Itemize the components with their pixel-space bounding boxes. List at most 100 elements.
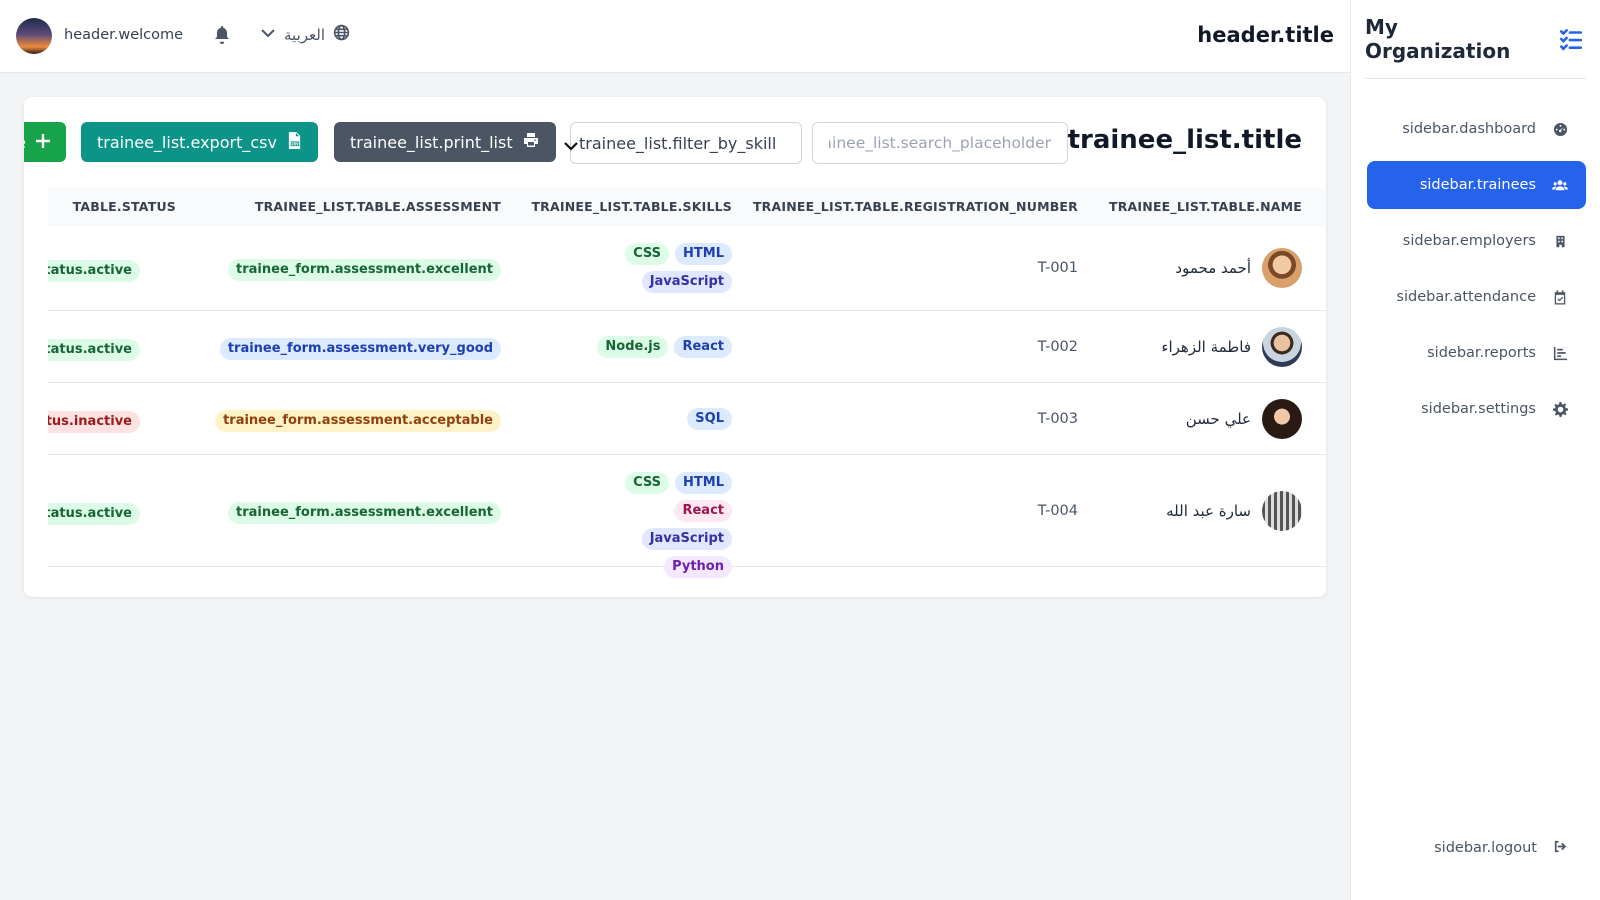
- top-header: header.welcome العربية header.title: [0, 0, 1350, 73]
- building-icon: [1552, 233, 1568, 249]
- checklist-icon: [1558, 26, 1584, 52]
- sidebar-item-label: sidebar.attendance: [1396, 289, 1536, 305]
- sidebar: My Organization sidebar.dashboard sideba…: [1350, 0, 1600, 900]
- chevron-down-icon: [563, 137, 579, 151]
- globe-icon: [333, 24, 350, 45]
- skill-filter-label: trainee_list.filter_by_skill: [579, 133, 777, 153]
- skill-badge: React: [674, 336, 732, 358]
- calendar-check-icon: [1552, 289, 1568, 305]
- status-cell: atus.inactive: [48, 410, 140, 433]
- table-header: TRAINEE_LIST.TABLE.NAME TRAINEE_LIST.TAB…: [48, 187, 1326, 227]
- trainee-avatar: [1262, 399, 1302, 439]
- status-badge: status.active: [48, 503, 140, 525]
- status-badge: status.active: [48, 339, 140, 361]
- skill-badge: JavaScript: [641, 528, 732, 550]
- status-cell: status.active: [48, 259, 140, 282]
- skill-badge: CSS: [625, 472, 670, 494]
- search-input[interactable]: [812, 122, 1068, 164]
- sidebar-item-label: sidebar.employers: [1402, 233, 1536, 249]
- column-header-registration-number[interactable]: TRAINEE_LIST.TABLE.REGISTRATION_NUMBER: [752, 199, 1078, 214]
- header-title: header.title: [1197, 23, 1334, 47]
- skill-badge: HTML: [675, 472, 732, 494]
- skill-badge: SQL: [687, 408, 732, 430]
- trainee-avatar: [1262, 491, 1302, 531]
- sidebar-item-settings[interactable]: sidebar.settings: [1367, 385, 1586, 433]
- assessment-badge: trainee_form.assessment.excellent: [228, 259, 501, 281]
- trainee-name: علي حسن: [1185, 410, 1251, 428]
- language-selector[interactable]: العربية: [260, 24, 350, 45]
- chevron-down-icon: [260, 25, 276, 45]
- skill-badge: HTML: [675, 243, 732, 265]
- welcome-text: header.welcome: [64, 27, 184, 43]
- gear-icon: [1552, 401, 1568, 417]
- registration-number: T-001: [1037, 260, 1078, 276]
- trainee-name: أحمد محمود: [1175, 259, 1251, 277]
- sidebar-nav: sidebar.dashboard sidebar.trainees sideb…: [1367, 105, 1586, 441]
- user-avatar[interactable]: [16, 18, 52, 54]
- skills-list: Node.js React: [572, 336, 732, 358]
- add-trainee-label: nee: [24, 133, 26, 152]
- assessment-badge: trainee_form.assessment.acceptable: [215, 410, 501, 432]
- table-row[interactable]: فاطمة الزهراء T-002 Node.js React traine…: [48, 311, 1326, 383]
- skills-list: SQL: [612, 408, 732, 430]
- print-list-label: trainee_list.print_list: [350, 132, 513, 152]
- skills-list: CSS HTML React JavaScript Python: [582, 472, 732, 578]
- logout-icon: [1553, 839, 1568, 858]
- table-row[interactable]: سارة عبد الله T-004 CSS HTML React JavaS…: [48, 455, 1326, 578]
- print-list-button[interactable]: trainee_list.print_list: [334, 122, 556, 162]
- sidebar-item-label: sidebar.dashboard: [1402, 121, 1536, 137]
- export-csv-button[interactable]: trainee_list.export_csv: [81, 122, 318, 162]
- skill-badge: CSS: [625, 243, 670, 265]
- printer-icon: [523, 132, 539, 152]
- skills-list: CSS HTML JavaScript: [622, 243, 732, 293]
- trainee-name: سارة عبد الله: [1166, 502, 1251, 520]
- table-row[interactable]: أحمد محمود T-001 CSS HTML JavaScript tra…: [48, 227, 1326, 311]
- trainee-name: فاطمة الزهراء: [1161, 338, 1251, 356]
- logout-label: sidebar.logout: [1434, 840, 1537, 856]
- sidebar-item-trainees[interactable]: sidebar.trainees: [1367, 161, 1586, 209]
- trainee-avatar: [1262, 248, 1302, 288]
- status-cell: status.active: [48, 338, 140, 361]
- registration-number: T-002: [1037, 339, 1078, 355]
- sidebar-item-label: sidebar.settings: [1421, 401, 1536, 417]
- users-icon: [1552, 177, 1568, 193]
- status-cell: status.active: [48, 502, 140, 525]
- status-badge: atus.inactive: [48, 411, 140, 433]
- sidebar-item-dashboard[interactable]: sidebar.dashboard: [1367, 105, 1586, 153]
- sidebar-item-employers[interactable]: sidebar.employers: [1367, 217, 1586, 265]
- sidebar-item-attendance[interactable]: sidebar.attendance: [1367, 273, 1586, 321]
- assessment-badge: trainee_form.assessment.very_good: [219, 338, 501, 360]
- trainee-list-card: trainee_list.title trainee_list.filter_b…: [24, 97, 1326, 597]
- export-csv-label: trainee_list.export_csv: [97, 132, 277, 152]
- status-badge: status.active: [48, 260, 140, 282]
- trainee-table: TRAINEE_LIST.TABLE.NAME TRAINEE_LIST.TAB…: [48, 187, 1326, 578]
- registration-number: T-003: [1037, 411, 1078, 427]
- sidebar-item-label: sidebar.reports: [1427, 345, 1536, 361]
- sidebar-item-label: sidebar.trainees: [1419, 177, 1536, 193]
- column-header-assessment[interactable]: TRAINEE_LIST.TABLE.ASSESSMENT: [254, 199, 501, 214]
- add-trainee-button[interactable]: nee: [24, 122, 66, 162]
- sidebar-item-reports[interactable]: sidebar.reports: [1367, 329, 1586, 377]
- dashboard-icon: [1552, 121, 1568, 137]
- column-header-status[interactable]: TABLE.STATUS: [72, 199, 176, 214]
- language-label: العربية: [284, 25, 325, 44]
- plus-icon: [36, 133, 50, 152]
- brand: My Organization: [1365, 0, 1586, 79]
- bell-icon[interactable]: [213, 26, 231, 44]
- table-row[interactable]: علي حسن T-003 SQL trainee_form.assessmen…: [48, 383, 1326, 455]
- skill-filter-select[interactable]: trainee_list.filter_by_skill: [564, 122, 802, 164]
- bar-chart-icon: [1552, 345, 1568, 361]
- brand-title: My Organization: [1365, 15, 1511, 63]
- skill-badge: JavaScript: [641, 271, 732, 293]
- skill-badge: Node.js: [597, 336, 669, 358]
- column-header-skills[interactable]: TRAINEE_LIST.TABLE.SKILLS: [531, 199, 732, 214]
- csv-file-icon: [287, 131, 302, 153]
- registration-number: T-004: [1037, 503, 1078, 519]
- trainee-avatar: [1262, 327, 1302, 367]
- skill-badge: Python: [664, 556, 732, 578]
- logout-button[interactable]: sidebar.logout: [1367, 828, 1586, 868]
- assessment-badge: trainee_form.assessment.excellent: [228, 502, 501, 524]
- column-header-name[interactable]: TRAINEE_LIST.TABLE.NAME: [1109, 199, 1302, 214]
- skill-badge: React: [674, 500, 732, 522]
- page-title: trainee_list.title: [1067, 125, 1302, 155]
